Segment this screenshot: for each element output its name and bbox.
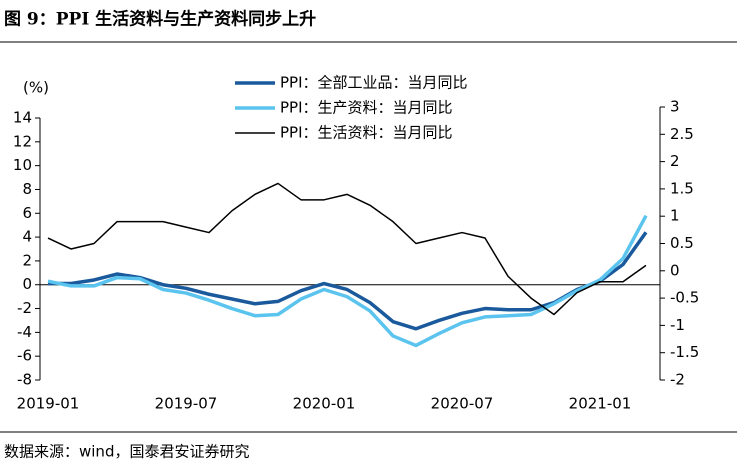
y2-tick-label: -2 <box>670 371 685 389</box>
y2-tick-label: 1 <box>670 207 680 225</box>
legend-label: PPI：生产资料：当月同比 <box>280 99 453 117</box>
y2-tick-label: -1 <box>670 316 685 334</box>
y-tick-label: 4 <box>22 228 32 246</box>
y2-tick-label: -0.5 <box>670 289 699 307</box>
x-tick-label: 2019-07 <box>155 395 218 413</box>
x-tick-label: 2021-01 <box>569 395 632 413</box>
x-tick-label: 2019-01 <box>17 395 80 413</box>
y-tick-label: 14 <box>13 109 32 127</box>
y-tick-label: 10 <box>13 156 32 174</box>
series-line <box>47 182 647 316</box>
series-line <box>47 214 648 348</box>
y-tick-label: -4 <box>17 323 32 341</box>
y2-tick-label: 0.5 <box>670 234 694 252</box>
y2-tick-label: -1.5 <box>670 343 699 361</box>
y-tick-label: 0 <box>22 275 32 293</box>
y-tick-label: 2 <box>22 251 32 269</box>
source: 数据来源：wind，国泰君安证券研究 <box>4 443 249 461</box>
y-tick-label: -8 <box>17 371 32 389</box>
y-tick-label: 6 <box>22 204 32 222</box>
y2-tick-label: 2 <box>670 152 680 170</box>
y2-tick-label: 2.5 <box>670 125 694 143</box>
legend-label: PPI：生活资料：当月同比 <box>280 124 453 142</box>
x-tick-label: 2020-07 <box>431 395 494 413</box>
x-tick-label: 2020-01 <box>293 395 356 413</box>
chart-title: 图 9：PPI 生活资料与生产资料同步上升 <box>4 9 316 30</box>
y2-tick-label: 3 <box>670 98 680 116</box>
y-tick-label: 8 <box>22 180 32 198</box>
y-tick-label: -6 <box>17 347 32 365</box>
legend-label: PPI：全部工业品：当月同比 <box>280 74 468 92</box>
y-axis-label: (%) <box>23 79 49 97</box>
y-tick-label: 12 <box>13 132 32 150</box>
y2-tick-label: 1.5 <box>670 179 694 197</box>
y-tick-label: -2 <box>17 299 32 317</box>
series-line <box>48 231 648 331</box>
y2-tick-label: 0 <box>670 261 680 279</box>
